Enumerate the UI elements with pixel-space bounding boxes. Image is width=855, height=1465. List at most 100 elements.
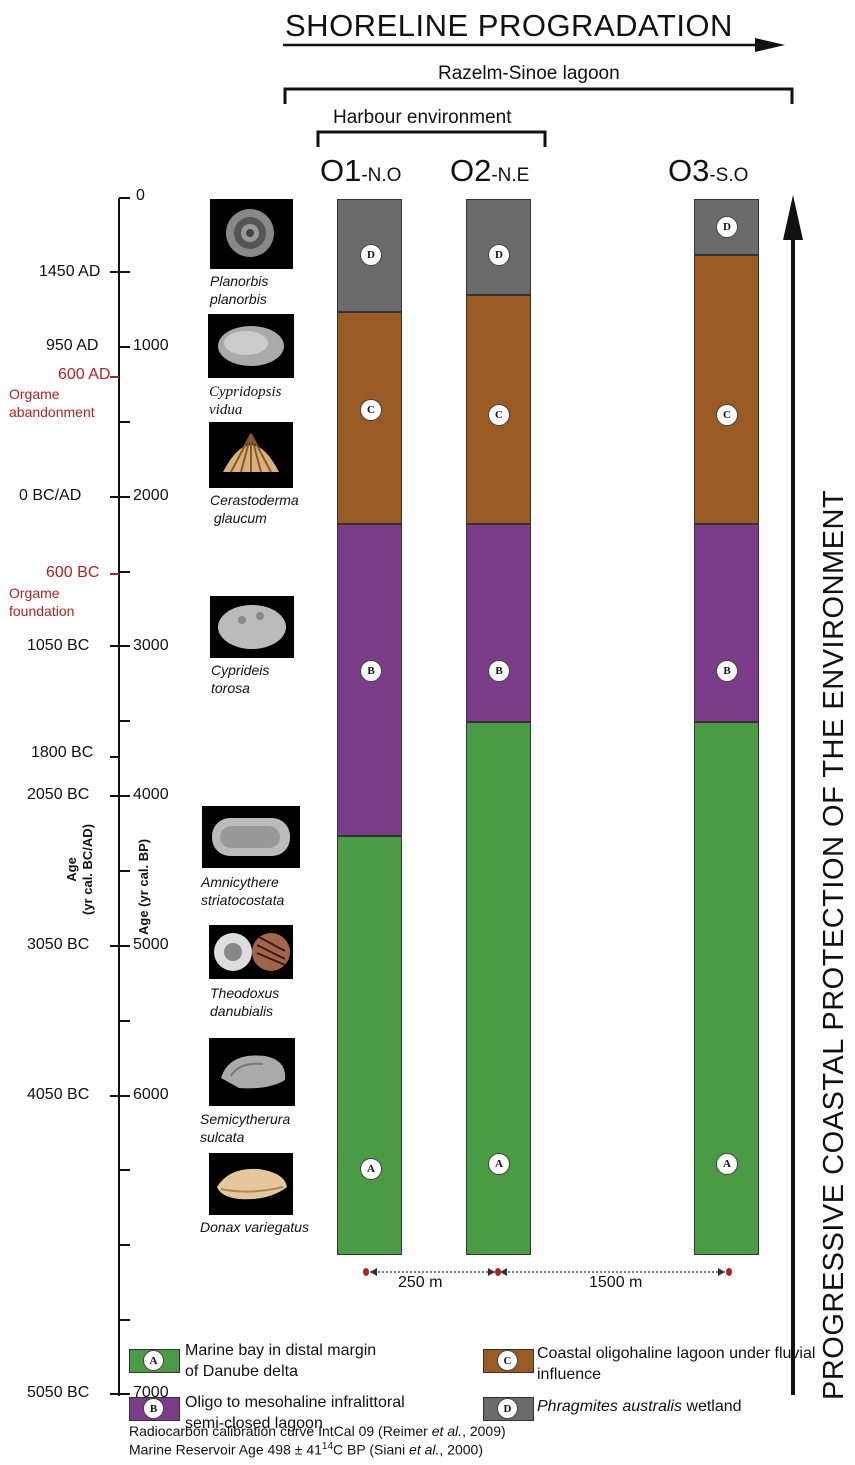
cal-tick-1450ad: 1450 AD <box>39 263 101 280</box>
footer-text: C BP (Siani <box>333 1441 410 1458</box>
legend-marker-c: C <box>497 1350 518 1371</box>
unit-marker-b: B <box>360 660 382 682</box>
species-label-donax: Donax variegatus <box>200 1219 309 1235</box>
o2-unit-b <box>466 524 531 722</box>
clam-shell-icon <box>217 1168 287 1200</box>
snail-shell-icon <box>226 209 274 257</box>
cal-tick-1050bc: 1050 BC <box>27 637 90 654</box>
o1-unit-d <box>337 199 402 312</box>
orgame-foundation-label: Orgame foundation <box>9 585 75 619</box>
core-name: O1 <box>320 153 362 188</box>
core-location-o1 <box>363 1268 369 1276</box>
bp-tick-5000: 5000 <box>133 936 169 953</box>
unit-marker-b: B <box>716 660 738 682</box>
unit-marker-a: A <box>488 1153 510 1175</box>
legend-swatch-d: D <box>483 1397 534 1421</box>
bp-tick-6000: 6000 <box>133 1086 169 1103</box>
cerastoderma-image <box>209 422 293 488</box>
ostracod-icon <box>218 605 286 649</box>
core-suffix: -S.O <box>709 165 749 186</box>
legend-text-d-species: Phragmites australis <box>537 1398 682 1415</box>
unit-marker-c: C <box>716 404 738 426</box>
unit-marker-d: D <box>488 244 510 266</box>
bp-tick-7000: 7000 <box>133 1384 169 1401</box>
legend-marker-a: A <box>143 1350 164 1371</box>
unit-marker-d: D <box>360 244 382 266</box>
legend-swatch-b: B <box>129 1397 180 1421</box>
ostracod-icon <box>221 1055 286 1089</box>
legend-swatch-c: C <box>483 1349 534 1373</box>
footer-reservoir: Marine Reservoir Age 498 ± 4114C BP (Sia… <box>129 1441 483 1458</box>
ostracod-icon <box>212 818 290 856</box>
core-location-o2 <box>495 1268 501 1276</box>
core-location-o3 <box>726 1268 732 1276</box>
cal-tick-1800bc: 1800 BC <box>31 744 94 761</box>
o1-unit-a <box>337 836 402 1255</box>
protection-arrow-head <box>783 195 803 240</box>
cal-tick-950ad: 950 AD <box>46 337 99 354</box>
cockle-shell-icon <box>223 433 279 473</box>
axis-ticks <box>110 197 130 1395</box>
donax-image <box>209 1153 293 1215</box>
harbour-label: Harbour environment <box>333 107 512 128</box>
core-title-o3: O3-S.O <box>668 153 748 189</box>
unit-marker-b: B <box>488 660 510 682</box>
distance-250m: 250 m <box>398 1274 443 1291</box>
cal-tick-600ad: 600 AD <box>58 366 111 383</box>
cal-tick-2050bc: 2050 BC <box>27 786 90 803</box>
cal-tick-3050bc: 3050 BC <box>27 936 90 953</box>
cal-tick-0: 0 BC/AD <box>19 487 82 504</box>
cal-tick-4050bc: 4050 BC <box>27 1086 90 1103</box>
ostracod-icon <box>218 326 284 366</box>
footer-text: Marine Reservoir Age 498 ± 41 <box>129 1441 322 1458</box>
lagoon-label: Razelm-Sinoe lagoon <box>438 63 620 84</box>
legend-marker-d: D <box>497 1398 518 1419</box>
cal-tick-600bc: 600 BC <box>46 564 100 581</box>
unit-marker-a: A <box>360 1158 382 1180</box>
footer-text: Radiocarbon calibration curve IntCal 09 … <box>129 1423 432 1439</box>
core-name: O3 <box>668 153 710 188</box>
lagoon-bracket <box>283 87 794 104</box>
cyprideis-image <box>210 596 294 658</box>
planorbis-image <box>210 199 293 269</box>
core-suffix: -N.E <box>491 165 530 186</box>
harbour-bracket <box>316 130 547 147</box>
footer-text-italic: et al. <box>431 1423 463 1439</box>
amnicythere-image <box>202 806 300 868</box>
species-label-amnicythere: Amnicythere striatocostata <box>201 874 285 908</box>
unit-marker-d: D <box>716 216 738 238</box>
axis-label-calendar-line2: (yr cal. BC/AD) <box>80 823 95 915</box>
legend-text-c: Coastal oligohaline lagoon under fluvial… <box>537 1345 816 1383</box>
species-label-cypridopsis: Cypridopsis vidua <box>209 384 282 418</box>
footer-text-italic: et al. <box>409 1441 440 1458</box>
core-title-o2: O2-N.E <box>450 153 529 189</box>
footer-sup: 14 <box>321 1441 334 1452</box>
distance-markers <box>363 1268 732 1276</box>
o3-unit-b <box>694 524 759 722</box>
snail-shells-icon <box>214 933 290 971</box>
legend-text-d-rest: wetland <box>681 1398 742 1415</box>
cal-tick-5050bc: 5050 BC <box>27 1384 90 1401</box>
species-label-theodoxus: Theodoxus danubialis <box>210 985 280 1019</box>
progradation-arrow-head <box>755 38 785 52</box>
bp-tick-0: 0 <box>136 187 145 204</box>
bp-tick-2000: 2000 <box>133 487 169 504</box>
bp-tick-3000: 3000 <box>133 637 169 654</box>
footer-text: , 2000) <box>439 1441 483 1458</box>
theodoxus-image <box>209 925 293 979</box>
legend-text-d: Phragmites australis wetland <box>537 1396 742 1417</box>
axis-label-calendar: Age (yr cal. BC/AD) <box>64 824 96 915</box>
axis-label-calendar-line1: Age <box>64 857 79 882</box>
bp-tick-4000: 4000 <box>133 786 169 803</box>
species-label-planorbis: Planorbis planorbis <box>210 273 269 307</box>
unit-marker-c: C <box>488 404 510 426</box>
core-title-o1: O1-N.O <box>320 153 401 189</box>
axis-label-bp: Age (yr cal. BP) <box>136 838 151 935</box>
o2-unit-a <box>466 722 531 1255</box>
legend-text-b: Oligo to mesohaline infralittoral semi-c… <box>185 1394 405 1432</box>
o3-unit-d <box>694 199 759 255</box>
distance-1500m: 1500 m <box>589 1274 643 1291</box>
o3-unit-a <box>694 722 759 1255</box>
species-label-cerastoderma: Cerastoderma glaucum <box>210 492 299 526</box>
